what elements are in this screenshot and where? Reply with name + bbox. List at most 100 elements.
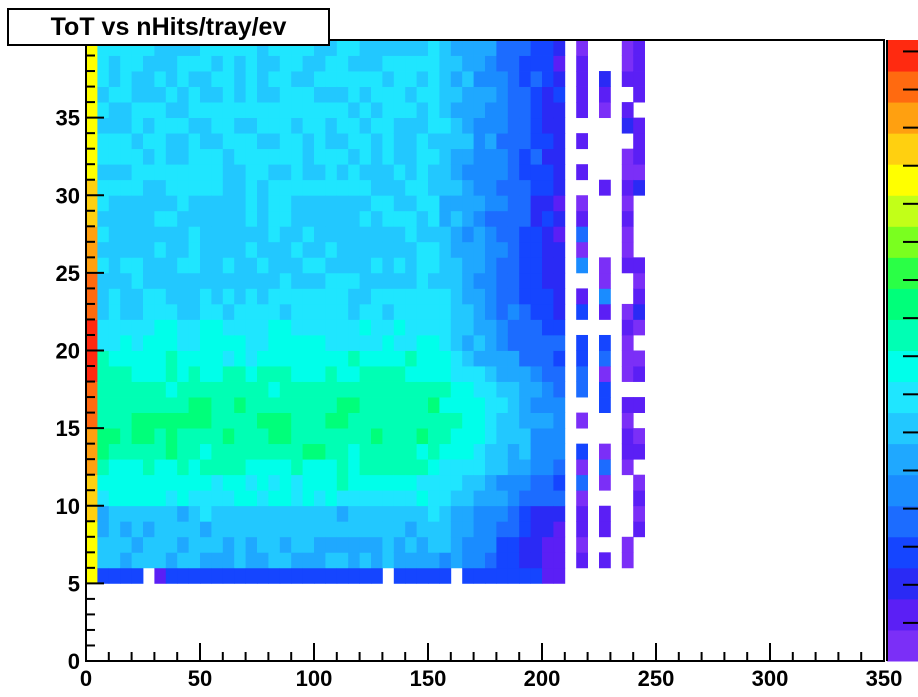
heatmap-cell	[519, 195, 531, 212]
heatmap-cell	[371, 40, 383, 56]
heatmap-cell	[485, 552, 497, 569]
heatmap-cell	[245, 428, 258, 445]
heatmap-cell	[519, 334, 531, 351]
heatmap-cell	[154, 505, 167, 522]
heatmap-cell	[621, 55, 634, 72]
heatmap-cell	[336, 567, 349, 584]
heatmap-cell	[257, 459, 269, 476]
heatmap-cell	[336, 521, 349, 538]
heatmap-cell	[496, 272, 509, 289]
heatmap-cell	[177, 241, 189, 258]
heatmap-cell	[291, 117, 303, 134]
heatmap-cell	[314, 428, 326, 445]
color-scale-segment	[887, 598, 918, 631]
heatmap-cell	[245, 257, 258, 274]
heatmap-cell	[462, 412, 474, 429]
heatmap-cell	[200, 55, 212, 72]
heatmap-cell	[530, 521, 543, 538]
heatmap-cell	[553, 397, 566, 413]
heatmap-cell	[188, 397, 201, 413]
heatmap-cell	[382, 521, 395, 538]
heatmap-cell	[234, 40, 246, 56]
heatmap-cell	[553, 71, 566, 87]
heatmap-cell	[473, 319, 486, 336]
heatmap-cell	[359, 288, 372, 305]
heatmap-cell	[576, 443, 588, 460]
heatmap-cell	[86, 552, 98, 569]
y-tick-label: 25	[56, 261, 80, 286]
heatmap-cell	[108, 381, 121, 398]
heatmap-cell	[245, 459, 258, 476]
heatmap-cell	[382, 459, 395, 476]
heatmap-cell	[325, 490, 338, 507]
heatmap-cell	[393, 179, 406, 196]
heatmap-cell	[542, 521, 554, 538]
heatmap-cell	[222, 195, 235, 212]
heatmap-cell	[268, 195, 281, 212]
heatmap-cell	[200, 71, 212, 87]
heatmap-cell	[165, 552, 178, 569]
heatmap-cell	[279, 133, 292, 150]
heatmap-cell	[507, 552, 520, 569]
heatmap-cell	[393, 40, 406, 56]
heatmap-cell	[143, 350, 155, 367]
heatmap-cell	[348, 148, 360, 165]
heatmap-cell	[542, 505, 554, 522]
heatmap-cell	[291, 86, 303, 103]
heatmap-cell	[268, 459, 281, 476]
heatmap-cell	[200, 164, 212, 181]
heatmap-cell	[154, 334, 167, 351]
heatmap-cell	[314, 272, 326, 289]
heatmap-cell	[131, 428, 144, 445]
heatmap-cell	[348, 505, 360, 522]
heatmap-cell	[359, 490, 372, 507]
heatmap-cell	[393, 257, 406, 274]
heatmap-cell	[222, 133, 235, 150]
heatmap-cell	[450, 397, 463, 413]
heatmap-cell	[393, 334, 406, 351]
heatmap-cell	[553, 210, 566, 227]
heatmap-cell	[382, 397, 395, 413]
heatmap-cell	[154, 397, 167, 413]
heatmap-cell	[131, 179, 144, 196]
heatmap-cell	[97, 381, 110, 398]
heatmap-cell	[542, 102, 554, 119]
heatmap-cell	[405, 288, 417, 305]
heatmap-cell	[336, 40, 349, 56]
heatmap-cell	[200, 521, 212, 538]
heatmap-cell	[428, 334, 440, 351]
heatmap-cell	[473, 350, 486, 367]
heatmap-cell	[211, 428, 224, 445]
heatmap-cell	[325, 71, 338, 87]
heatmap-cell	[507, 381, 520, 398]
heatmap-cell	[393, 552, 406, 569]
heatmap-cell	[450, 102, 463, 119]
heatmap-cell	[507, 505, 520, 522]
heatmap-cell	[496, 86, 509, 103]
heatmap-cell	[325, 86, 338, 103]
heatmap-cell	[154, 86, 167, 103]
heatmap-cell	[120, 319, 132, 336]
heatmap-cell	[633, 133, 645, 150]
heatmap-cell	[325, 428, 338, 445]
heatmap-cell	[485, 303, 497, 320]
heatmap-cell	[165, 443, 178, 460]
heatmap-cell	[371, 334, 383, 351]
heatmap-cell	[165, 164, 178, 181]
heatmap-cell	[314, 257, 326, 274]
heatmap-cell	[473, 179, 486, 196]
heatmap-cell	[222, 319, 235, 336]
heatmap-cell	[553, 334, 566, 351]
heatmap-cell	[542, 55, 554, 72]
heatmap-cell	[279, 257, 292, 274]
heatmap-cell	[188, 257, 201, 274]
heatmap-cell	[211, 366, 224, 382]
heatmap-cell	[222, 226, 235, 243]
heatmap-cell	[371, 428, 383, 445]
heatmap-cell	[302, 319, 315, 336]
heatmap-cell	[165, 350, 178, 367]
heatmap-cell	[165, 536, 178, 553]
heatmap-cell	[416, 257, 429, 274]
heatmap-cell	[336, 226, 349, 243]
heatmap-cell	[439, 133, 452, 150]
